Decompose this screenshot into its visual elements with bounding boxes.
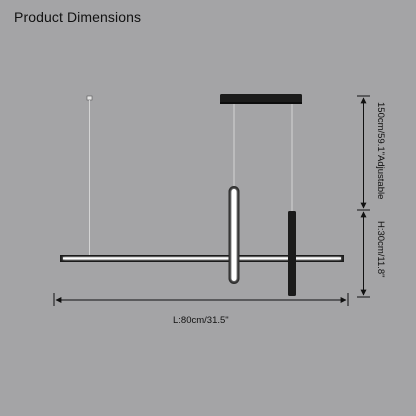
vertical-black-bar (288, 211, 296, 296)
height-label: H:30cm/11.8" (375, 221, 386, 278)
ceiling-canopy (220, 94, 302, 104)
height-dimension-lines (357, 95, 370, 298)
length-label: L:80cm/31.5" (173, 315, 229, 326)
vertical-light-bar (228, 186, 240, 284)
page-title: Product Dimensions (14, 9, 142, 25)
ceiling-hook (86, 95, 93, 101)
horizontal-light-bar (60, 255, 344, 262)
length-dimension-line (53, 293, 349, 306)
suspension-cables (89, 100, 293, 262)
cable-length-label: 150cm/59.1"Adjustable (375, 102, 386, 200)
